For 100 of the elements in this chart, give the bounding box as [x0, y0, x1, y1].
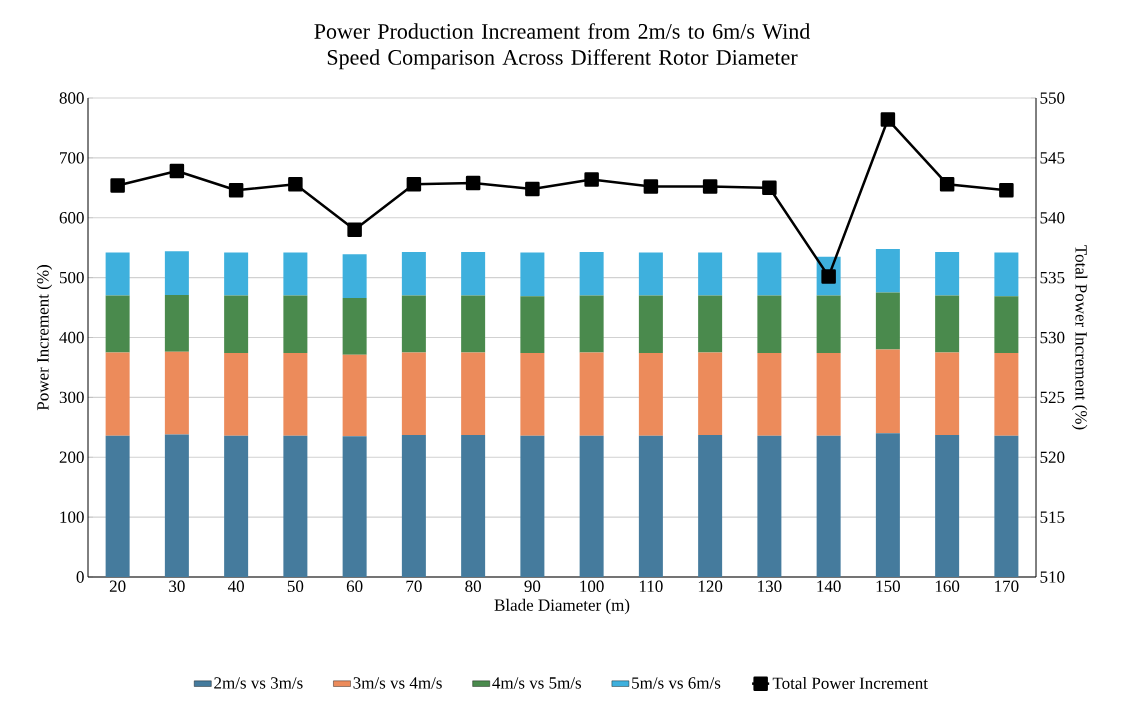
bar: [698, 352, 723, 436]
point: [169, 163, 185, 179]
x-tick-label: 80: [465, 580, 481, 593]
y-tick-label: 700: [60, 152, 84, 164]
y-tick-label: 100: [60, 511, 84, 523]
legend-label: 3m/s vs 4m/s: [353, 677, 442, 689]
legend-label: 4m/s vs 5m/s: [492, 677, 582, 689]
point: [288, 176, 303, 192]
bar: [105, 435, 130, 577]
bar: [875, 292, 900, 350]
x-tick-label: 20: [109, 580, 126, 593]
bar: [401, 435, 426, 577]
bar: [401, 295, 426, 353]
bar: [224, 353, 249, 436]
y-tick-label: 600: [59, 212, 84, 224]
y-tick-label: 800: [59, 92, 84, 104]
point: [584, 172, 599, 187]
y2-tick-label: 525: [1040, 391, 1065, 404]
y2-tick-label: 530: [1040, 331, 1065, 344]
bar: [342, 254, 367, 298]
x-tick-label: 50: [287, 580, 304, 593]
point: [465, 175, 481, 191]
point: [702, 179, 718, 194]
y2-tick-label: 520: [1040, 451, 1065, 463]
point: [999, 182, 1014, 198]
bar: [283, 295, 308, 354]
bar: [698, 295, 723, 353]
bar: [224, 252, 249, 296]
bar: [757, 435, 782, 577]
x-tick-label: 160: [935, 580, 960, 593]
bar: [461, 435, 486, 577]
bar: [401, 352, 426, 436]
bar: [579, 251, 604, 296]
bar: [579, 295, 604, 353]
bar: [164, 251, 189, 295]
bar: [401, 251, 426, 296]
bar: [698, 435, 723, 577]
bar: [342, 297, 367, 355]
y2-tick-label: 540: [1040, 212, 1065, 224]
bar: [935, 435, 960, 577]
bar: [283, 353, 308, 436]
x-tick-label: 60: [346, 580, 363, 593]
bar: [164, 434, 189, 577]
bar: [875, 349, 900, 434]
bar: [875, 248, 900, 293]
bar: [461, 295, 486, 353]
x-tick-label: 130: [758, 580, 782, 593]
bar: [164, 294, 189, 352]
legend-label: 5m/s vs 6m/s: [632, 677, 721, 689]
x-tick-label: 110: [639, 580, 663, 593]
x-tick-label: 70: [406, 580, 422, 593]
y2-tick-label: 535: [1040, 271, 1065, 284]
bar: [342, 436, 367, 577]
x-tick-label: 40: [227, 580, 244, 593]
chart-title: Power Production Increament from 2m/s to 6m/s Wind Speed Comparison Across Different Rotor Diameter: [314, 23, 811, 70]
point: [880, 112, 896, 127]
y-tick-label: 200: [59, 451, 84, 463]
x-tick-label: 120: [698, 580, 723, 593]
bar: [638, 353, 663, 436]
x-tick-label: 150: [876, 580, 900, 593]
bar: [461, 352, 486, 436]
x-tick-label: 170: [995, 580, 1019, 593]
bar: [757, 295, 782, 354]
y2-tick-label: 510: [1040, 571, 1065, 583]
y-tick-label: 0: [76, 571, 84, 583]
y2-tick-label: 515: [1040, 511, 1065, 523]
bar: [461, 251, 486, 296]
bar: [698, 252, 723, 296]
point: [643, 179, 659, 194]
bar: [994, 435, 1019, 577]
y-tick-label: 500: [59, 271, 84, 284]
point: [939, 176, 955, 192]
bar: [105, 295, 130, 353]
point: [525, 181, 540, 197]
x-tick-label: 90: [524, 580, 541, 593]
bar: [520, 252, 545, 297]
y2-axis-title: Total Power Increment (%): [1071, 245, 1088, 430]
x-tick-label: 100: [580, 580, 604, 593]
bar: [757, 353, 782, 436]
y-tick-label: 400: [59, 331, 84, 344]
bar: [579, 435, 604, 577]
y-axis-title: Power Increment (%): [36, 265, 53, 411]
bar: [579, 352, 604, 436]
legend-label: Total Power Increment: [772, 677, 928, 689]
bar: [935, 295, 960, 353]
bar: [164, 351, 189, 435]
bar: [105, 352, 130, 436]
bar: [994, 296, 1019, 354]
y-tick-label: 300: [59, 391, 84, 404]
point: [228, 182, 244, 198]
bar: [283, 252, 308, 296]
point: [347, 222, 362, 237]
bar: [520, 296, 545, 354]
point: [406, 176, 422, 192]
bar: [283, 435, 308, 577]
y2-tick-label: 550: [1040, 92, 1065, 104]
bar: [935, 251, 960, 296]
y2-tick-label: 545: [1040, 152, 1065, 164]
bar: [638, 435, 663, 577]
bar: [342, 354, 367, 437]
